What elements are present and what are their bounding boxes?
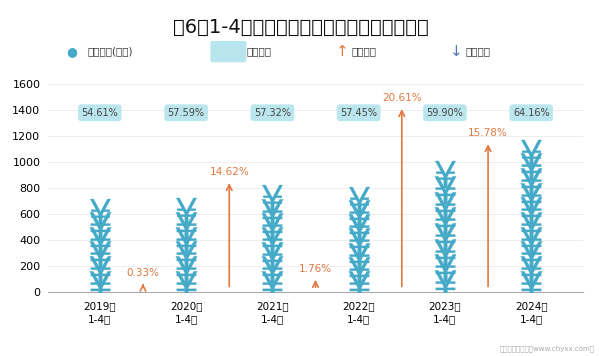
Point [526, 282, 536, 287]
Text: 同比增加: 同比增加 [352, 47, 377, 57]
Text: 寿险占比: 寿险占比 [246, 47, 272, 57]
Point [440, 234, 450, 240]
Text: 20.61%: 20.61% [382, 93, 422, 103]
Text: 同比减少: 同比减少 [466, 47, 491, 57]
Text: 14.62%: 14.62% [209, 167, 249, 177]
Text: 57.32%: 57.32% [254, 108, 291, 118]
Point [354, 225, 364, 231]
Point [526, 150, 536, 156]
Point [267, 210, 277, 215]
Point [440, 281, 450, 287]
Text: 64.16%: 64.16% [513, 108, 549, 118]
Point [95, 238, 105, 244]
Point [95, 252, 105, 258]
Text: ↑: ↑ [336, 44, 349, 59]
Text: ●: ● [67, 45, 78, 58]
Point [526, 164, 536, 170]
Point [354, 240, 364, 245]
Point [440, 171, 450, 177]
Point [526, 194, 536, 200]
Point [267, 239, 277, 244]
Point [526, 238, 536, 244]
Point [95, 267, 105, 273]
Point [354, 282, 364, 288]
Text: 1.76%: 1.76% [299, 264, 332, 274]
Point [182, 238, 191, 244]
Point [182, 223, 191, 229]
Point [267, 267, 277, 273]
Text: 近6年1-4月上海市累计原保险保费收入统计图: 近6年1-4月上海市累计原保险保费收入统计图 [172, 18, 429, 37]
Point [95, 282, 105, 287]
Text: 制图：智研咨询（www.chyxx.com）: 制图：智研咨询（www.chyxx.com） [500, 346, 595, 352]
Text: 57.45%: 57.45% [340, 108, 377, 118]
Point [95, 223, 105, 229]
Point [267, 224, 277, 230]
Point [182, 252, 191, 258]
Point [526, 267, 536, 273]
Point [526, 209, 536, 214]
Point [440, 218, 450, 224]
Text: 57.59%: 57.59% [168, 108, 204, 118]
Point [182, 267, 191, 273]
Point [440, 266, 450, 271]
Point [526, 223, 536, 229]
Text: 0.33%: 0.33% [126, 268, 159, 278]
Point [354, 211, 364, 217]
Point [440, 187, 450, 193]
Point [440, 250, 450, 256]
Text: 59.90%: 59.90% [427, 108, 463, 118]
Point [526, 252, 536, 258]
Point [267, 195, 277, 201]
Point [95, 209, 105, 214]
Point [354, 197, 364, 203]
Point [440, 203, 450, 208]
Text: 累计保费(亿元): 累计保费(亿元) [87, 47, 133, 57]
Text: 15.78%: 15.78% [468, 128, 508, 138]
Point [354, 268, 364, 273]
Point [267, 253, 277, 259]
Point [267, 282, 277, 288]
Point [182, 208, 191, 214]
Point [526, 179, 536, 185]
Point [354, 254, 364, 260]
Text: ↓: ↓ [450, 44, 463, 59]
Point [182, 282, 191, 287]
Text: 54.61%: 54.61% [82, 108, 118, 118]
